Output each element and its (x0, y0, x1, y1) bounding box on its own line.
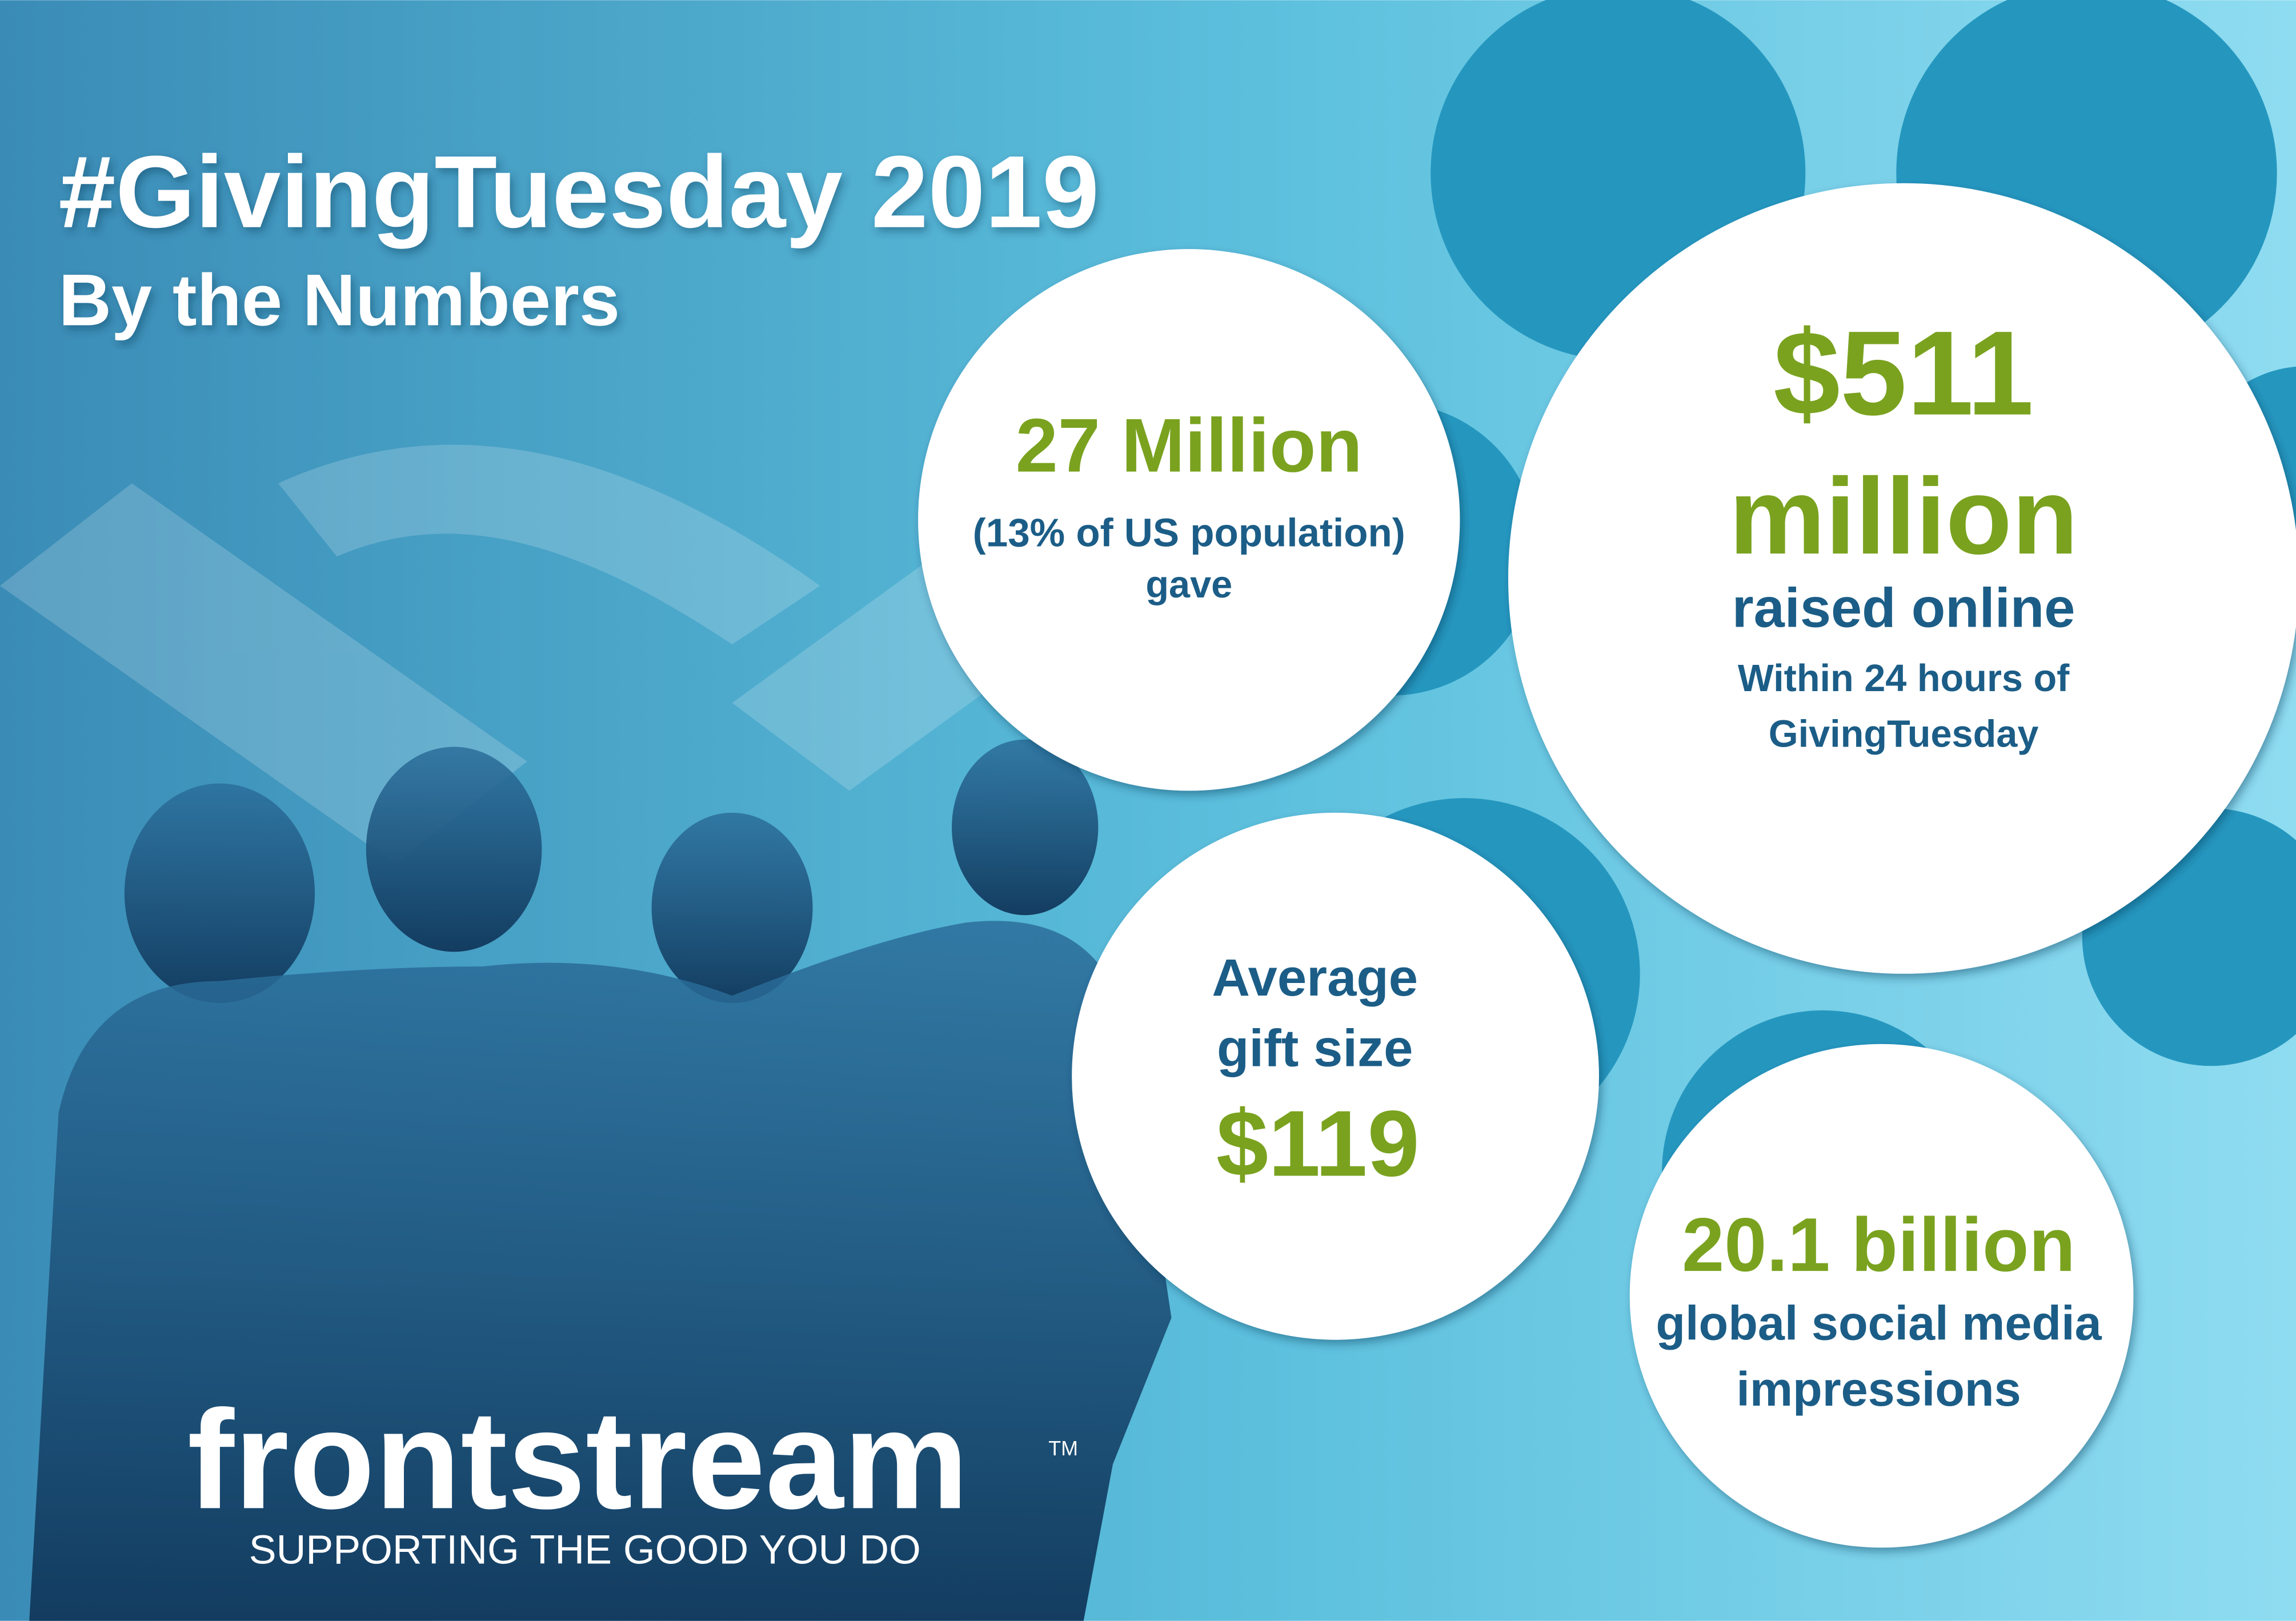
stat-value: million (1729, 456, 2078, 577)
stat-note: GivingTuesday (1769, 713, 2039, 756)
stat-label: impressions (1736, 1362, 2021, 1416)
stat-value: $119 (1216, 1091, 1420, 1196)
stat-label: gift size (1217, 1018, 1413, 1077)
stat-value: 20.1 billion (1682, 1202, 2075, 1287)
stat-circle (1508, 183, 2296, 974)
stat-label: global social media (1656, 1296, 2102, 1350)
stat-note: gave (1145, 564, 1232, 606)
stat-circle (1072, 812, 1599, 1340)
stats: 27 Million (13% of US population) gave $… (973, 306, 2102, 1416)
stat-value: $511 (1773, 306, 2034, 440)
stat-label: raised online (1732, 576, 2075, 639)
stat-note: Within 24 hours of (1738, 657, 2070, 700)
subtitle: By the Numbers (59, 259, 620, 341)
people-photo (29, 739, 1172, 1621)
logo-trademark: TM (1048, 1437, 1078, 1460)
stat-note: (13% of US population) (973, 510, 1405, 555)
logo-brand: frontstream (187, 1381, 968, 1538)
stat-label: Average (1212, 948, 1418, 1007)
title: #GivingTuesday 2019 (59, 135, 1099, 250)
stat-circle (1629, 1044, 2134, 1548)
stat-circle (918, 249, 1460, 791)
stat-value: 27 Million (1016, 403, 1363, 488)
logo-tagline: SUPPORTING THE GOOD YOU DO (249, 1527, 921, 1573)
